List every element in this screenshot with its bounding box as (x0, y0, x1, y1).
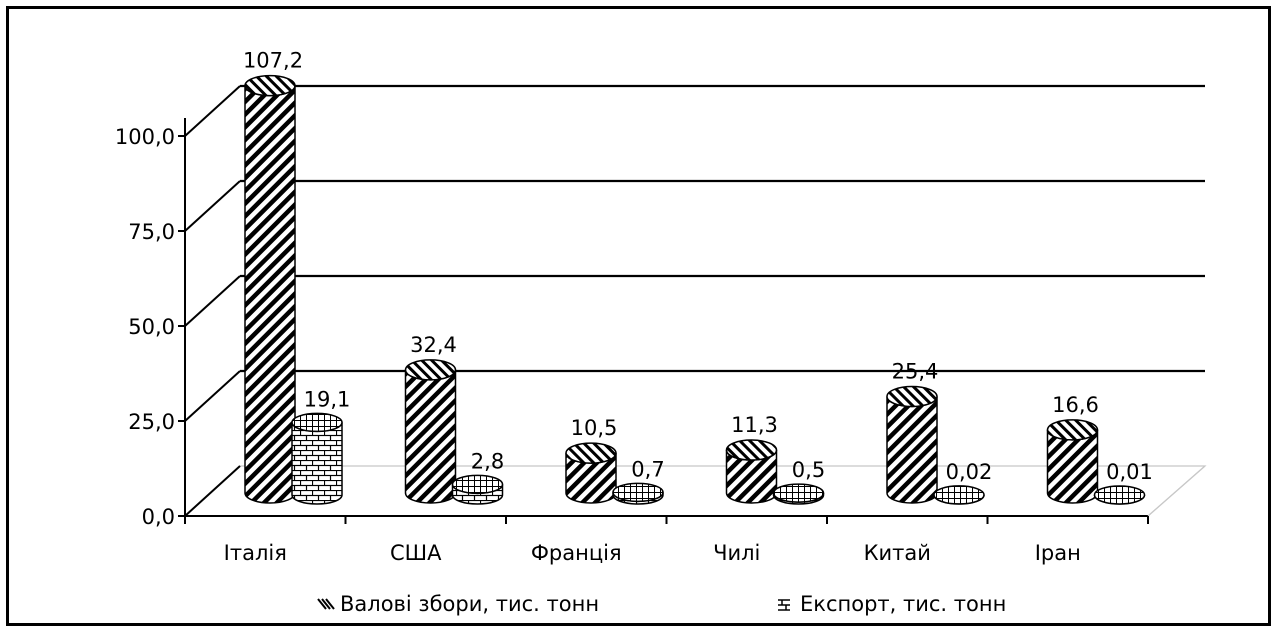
data-label: 10,5 (571, 416, 618, 440)
legend-key (317, 598, 335, 610)
data-label: 11,3 (731, 413, 778, 437)
wall-diagonal (184, 275, 241, 327)
chart-frame (6, 6, 1271, 626)
gridlines (184, 84, 1205, 517)
bar-gross-harvest (725, 439, 778, 504)
y-tick-label: 100,0 (115, 125, 175, 149)
category-label: Китай (864, 541, 931, 565)
category-label: Італія (224, 541, 287, 565)
bar-gross-harvest (404, 359, 457, 504)
bar-gross-harvest (1046, 419, 1099, 504)
data-label: 2,8 (471, 449, 504, 473)
data-label: 0,01 (1106, 460, 1153, 484)
legend-key (778, 599, 790, 611)
legend-label: Експорт, тис. тонн (800, 592, 1006, 616)
data-label: 32,4 (410, 333, 457, 357)
data-label: 0,7 (631, 457, 664, 481)
floor-right-edge (1147, 465, 1206, 517)
bar-gross-harvest (886, 385, 938, 504)
bar-export (772, 483, 825, 505)
y-tick-label: 50,0 (128, 315, 175, 339)
category-label: Франція (531, 541, 622, 565)
bar-export (933, 485, 985, 505)
legend: Валові збори, тис. тонн Експорт, тис. тон… (317, 592, 1006, 616)
bar-export (291, 412, 343, 505)
bar-export (612, 482, 664, 505)
bar-export (451, 474, 504, 505)
wall-diagonal (184, 465, 241, 517)
chart-bars (244, 74, 1146, 505)
legend-label: Валові збори, тис. тонн (340, 592, 599, 616)
bar-export (1093, 485, 1146, 505)
data-label: 107,2 (243, 49, 303, 73)
category-label: США (390, 541, 442, 565)
bar-gross-harvest (244, 74, 296, 504)
data-label: 0,5 (792, 458, 825, 482)
data-label: 16,6 (1052, 393, 1099, 417)
bar-gross-harvest (565, 442, 617, 504)
data-label: 0,02 (946, 460, 993, 484)
y-tick-label: 0,0 (142, 505, 175, 529)
category-label: Чилі (713, 541, 760, 565)
wall-diagonal (184, 85, 241, 137)
category-label: Іран (1035, 541, 1081, 565)
data-labels: 107,2 19,1 32,4 2,8 10,5 0,7 11,3 0,5 25,4 0,02 16… (243, 49, 1153, 484)
wall-diagonal (184, 370, 241, 422)
data-label: 25,4 (892, 359, 939, 383)
y-tick-label: 75,0 (128, 220, 175, 244)
data-label: 19,1 (304, 387, 351, 411)
wall-diagonal (184, 180, 241, 232)
y-tick-label: 25,0 (128, 410, 175, 434)
chart-axes: 0,0 25,0 50,0 75,0 100,0 Італія США Франція Чилі… (115, 118, 1206, 565)
